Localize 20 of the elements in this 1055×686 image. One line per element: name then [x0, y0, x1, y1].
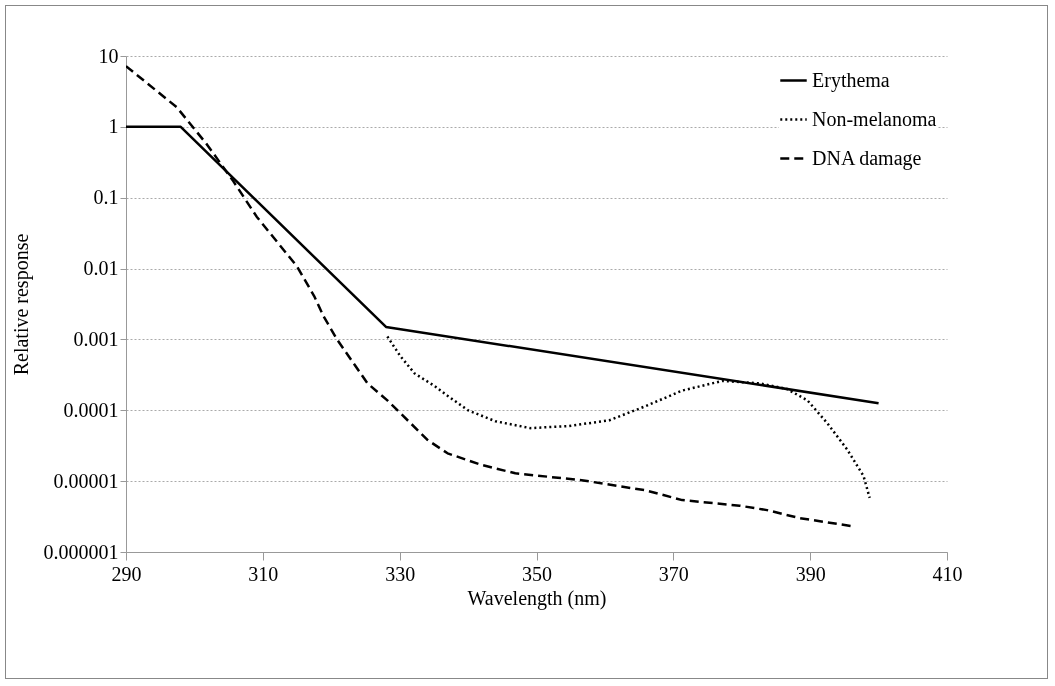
y-axis-title: Relative response — [9, 233, 33, 376]
x-tick-label: 350 — [522, 562, 552, 585]
x-axis-title: Wavelength (nm) — [467, 586, 607, 610]
x-tick-label: 390 — [795, 562, 826, 585]
legend-label: DNA damage — [812, 146, 922, 170]
y-tick-label: 10 — [98, 44, 119, 67]
y-tick-label: 1 — [108, 115, 119, 138]
x-tick-label: 290 — [111, 562, 142, 585]
x-tick-label: 410 — [932, 562, 963, 585]
x-tick-label: 330 — [385, 562, 416, 585]
y-tick-label: 0.0001 — [63, 398, 119, 421]
y-tick-label: 0.01 — [83, 257, 119, 280]
y-tick-label: 0.000001 — [43, 540, 119, 563]
y-tick-label: 0.001 — [73, 327, 119, 350]
y-tick-label: 0.00001 — [53, 469, 119, 492]
legend-label: Erythema — [812, 68, 890, 92]
x-tick-label: 310 — [248, 562, 279, 585]
legend-label: Non-melanoma — [812, 107, 937, 130]
y-tick-label: 0.1 — [93, 186, 119, 209]
x-tick-label: 370 — [658, 562, 689, 585]
